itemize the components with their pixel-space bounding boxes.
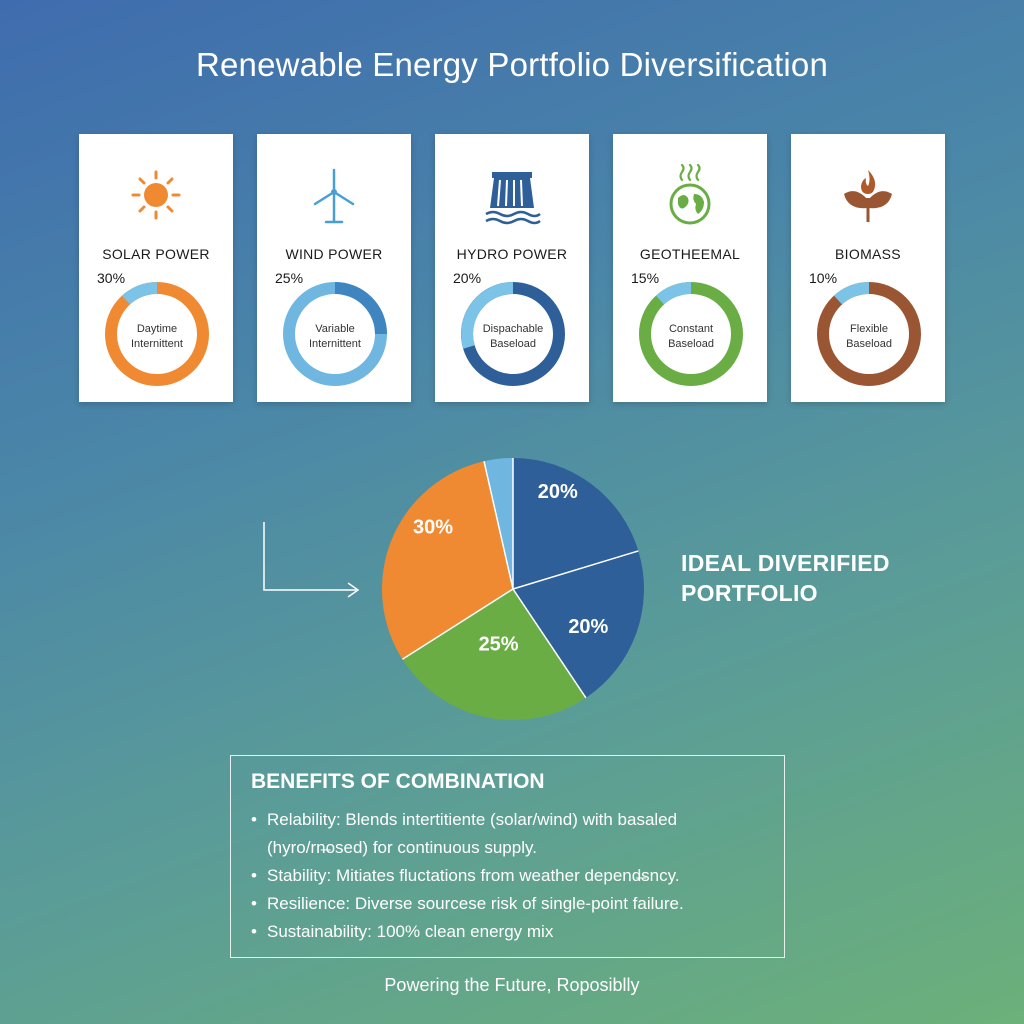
pie-chart-title: IDEAL DIVERIFIED PORTFOLIO (681, 548, 981, 608)
card-name: BIOMASS (835, 246, 901, 262)
card-biomass: BIOMASS 10% Flexible Baseload (791, 134, 945, 402)
arrow-icon (263, 522, 360, 598)
pie-slice (513, 458, 639, 589)
card-percent: 30% (97, 270, 126, 286)
energy-cards: SOLAR POWER 30% Daytime Internittent WIN… (79, 134, 945, 402)
list-item: Sustainability: 100% clean energy mix (251, 918, 771, 946)
card-percent: 20% (453, 270, 482, 286)
pie-slice-divider (512, 588, 587, 699)
donut-chart (283, 282, 387, 386)
card-name: HYDRO POWER (456, 246, 568, 262)
donut-chart (105, 282, 209, 386)
pie-slice-label: 25% (479, 634, 519, 656)
benefits-box: BENEFITS OF COMBINATION Relability: Blen… (230, 755, 785, 958)
footer-tagline: Powering the Future, Roposiblly (384, 975, 640, 995)
donut-chart (461, 282, 565, 386)
donut-chart (817, 282, 921, 386)
card-geothermal: GEOTHEEMAL 15% Constant Baseload (613, 134, 767, 402)
pie-slice-divider (483, 461, 514, 590)
card-description: Constant Baseload (640, 322, 742, 352)
pie-slice-divider (402, 588, 514, 660)
benefits-heading: BENEFITS OF COMBINATION (251, 770, 545, 793)
card-desc-line1: Constant (668, 323, 714, 335)
card-desc-line1: Dispachable (482, 323, 544, 335)
pie-title-line2: PORTFOLIO (681, 580, 818, 606)
card-percent: 15% (631, 270, 660, 286)
portfolio-pie-chart: 20% 20% 25% 30% (382, 458, 644, 720)
card-description: Dispachable Baseload (462, 322, 564, 352)
pie-slice (402, 589, 586, 720)
card-desc-line1: Daytime (136, 323, 178, 335)
pie-slice-label: 20% (568, 616, 608, 638)
card-solar: SOLAR POWER 30% Daytime Internittent (79, 134, 233, 402)
pie-slice-label: 20% (538, 481, 578, 503)
card-name: GEOTHEEMAL (639, 246, 741, 262)
card-desc-line2: Internittent (309, 338, 361, 350)
card-name: WIND POWER (285, 246, 383, 262)
pie-slice (513, 550, 644, 698)
page-title: Renewable Energy Portfolio Diversificati… (195, 46, 829, 83)
card-desc-line2: Internittent (131, 338, 183, 350)
card-name: SOLAR POWER (102, 246, 210, 262)
card-desc-line2: Baseload (490, 338, 536, 350)
list-item: Relability: Blends intertitiente (solar/… (251, 806, 771, 862)
card-wind: WIND POWER 25% Variable Internittent (257, 134, 411, 402)
card-description: Variable Internittent (284, 322, 386, 352)
pie-slice-divider (512, 550, 639, 590)
leaf-flame-icon (844, 170, 892, 222)
card-desc-line1: Variable (315, 323, 355, 335)
list-item: Stability: Mitiates fluctations from wea… (251, 862, 771, 890)
card-percent: 10% (809, 270, 838, 286)
card-desc-line1: Flexible (850, 323, 888, 335)
pie-title-line1: IDEAL DIVERIFIED (681, 550, 890, 576)
dam-icon (485, 172, 541, 225)
card-desc-line2: Baseload (846, 338, 892, 350)
card-description: Flexible Baseload (818, 322, 920, 352)
donut-chart (639, 282, 743, 386)
globe-steam-icon (669, 164, 711, 225)
benefits-list: Relability: Blends intertitiente (solar/… (251, 806, 771, 946)
pie-slice-label: 30% (413, 517, 453, 539)
wind-turbine-icon (313, 168, 355, 224)
card-hydro: HYDRO POWER 20% Dispachable Baseload (435, 134, 589, 402)
card-desc-line2: Baseload (668, 338, 714, 350)
card-percent: 25% (275, 270, 304, 286)
card-description: Daytime Internittent (106, 322, 208, 352)
sun-icon (131, 170, 181, 220)
list-item: Resilience: Diverse sourcese risk of sin… (251, 890, 771, 918)
